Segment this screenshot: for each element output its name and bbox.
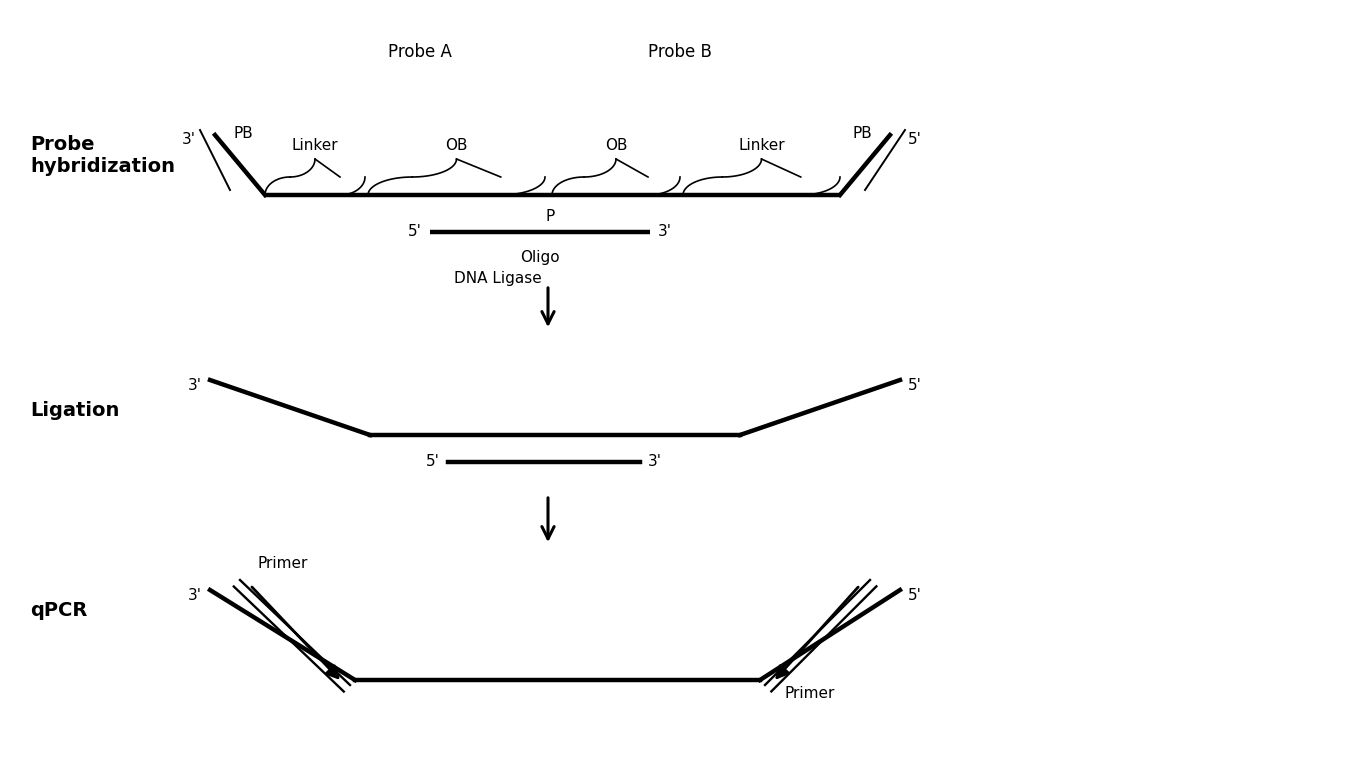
Text: 3': 3' — [647, 455, 663, 469]
Text: Oligo: Oligo — [520, 250, 560, 265]
Text: 5': 5' — [908, 588, 922, 603]
Text: 5': 5' — [426, 455, 440, 469]
Text: P: P — [545, 209, 555, 224]
Text: Linker: Linker — [292, 138, 339, 153]
Text: 3': 3' — [189, 588, 202, 603]
Text: OB: OB — [605, 138, 627, 153]
Text: 5': 5' — [908, 378, 922, 392]
Text: 3': 3' — [658, 224, 672, 240]
Text: 3': 3' — [182, 133, 195, 147]
Text: OB: OB — [445, 138, 467, 153]
Text: Probe
hybridization: Probe hybridization — [30, 134, 175, 176]
Text: Primer: Primer — [258, 557, 309, 571]
Text: PB: PB — [234, 125, 253, 141]
Text: Linker: Linker — [739, 138, 785, 153]
Text: DNA Ligase: DNA Ligase — [455, 270, 542, 286]
Text: 5': 5' — [908, 133, 922, 147]
Text: Probe A: Probe A — [388, 43, 452, 61]
Text: 5': 5' — [408, 224, 422, 240]
Text: Primer: Primer — [785, 686, 836, 700]
Text: qPCR: qPCR — [30, 601, 87, 620]
Text: 3': 3' — [189, 378, 202, 392]
Text: Ligation: Ligation — [30, 400, 119, 419]
Text: Probe B: Probe B — [647, 43, 712, 61]
Text: PB: PB — [852, 125, 872, 141]
